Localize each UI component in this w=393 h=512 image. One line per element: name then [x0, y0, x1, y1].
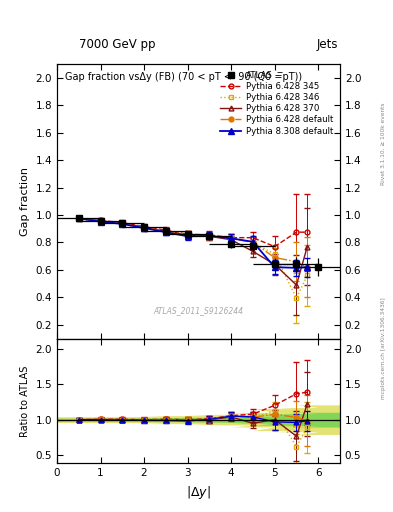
Text: 7000 GeV pp: 7000 GeV pp: [79, 38, 155, 51]
Y-axis label: Gap fraction: Gap fraction: [20, 167, 30, 236]
Legend: ATLAS, Pythia 6.428 345, Pythia 6.428 346, Pythia 6.428 370, Pythia 6.428 defaul: ATLAS, Pythia 6.428 345, Pythia 6.428 34…: [217, 68, 336, 138]
Text: mcplots.cern.ch [arXiv:1306.3436]: mcplots.cern.ch [arXiv:1306.3436]: [381, 297, 386, 399]
Text: Jets: Jets: [316, 38, 338, 51]
Text: Gap fraction vsΔy (FB) (70 < pT <  90 (Q0 =̅pT)): Gap fraction vsΔy (FB) (70 < pT < 90 (Q0…: [66, 72, 303, 82]
Text: Rivet 3.1.10, ≥ 100k events: Rivet 3.1.10, ≥ 100k events: [381, 102, 386, 185]
Text: ATLAS_2011_S9126244: ATLAS_2011_S9126244: [153, 307, 244, 315]
X-axis label: $|\Delta y|$: $|\Delta y|$: [186, 484, 211, 501]
Y-axis label: Ratio to ATLAS: Ratio to ATLAS: [20, 365, 30, 437]
